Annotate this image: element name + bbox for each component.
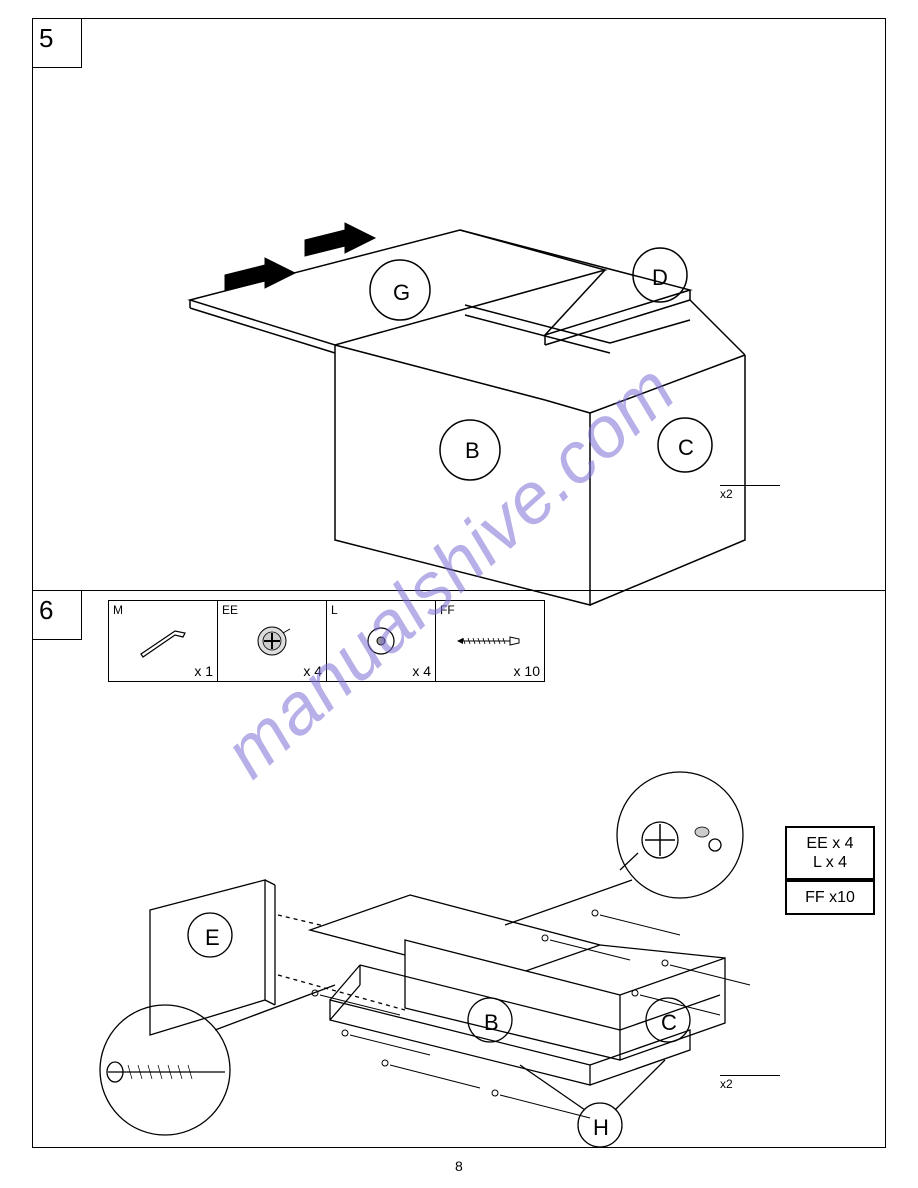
label-b: B bbox=[465, 438, 480, 464]
cam-housing-icon bbox=[351, 619, 411, 664]
step-5-number: 5 bbox=[39, 23, 53, 54]
step6-note: x2 bbox=[720, 1075, 780, 1091]
part-box-ff: FF x 10 bbox=[435, 600, 545, 682]
label-c6: C bbox=[661, 1010, 677, 1036]
part-label-m: M bbox=[113, 603, 123, 617]
part-box-m: M x 1 bbox=[108, 600, 218, 682]
part-qty-l: x 4 bbox=[412, 663, 431, 679]
part-label-l: L bbox=[331, 603, 338, 617]
step-6-number: 6 bbox=[39, 595, 53, 626]
side-box-bottom: FF x10 bbox=[785, 880, 875, 915]
step6-diagram bbox=[60, 740, 820, 1150]
screw-icon bbox=[460, 619, 520, 664]
side-box-top: EE x 4 L x 4 bbox=[785, 826, 875, 880]
part-box-ee: EE x 4 bbox=[217, 600, 327, 682]
label-c: C bbox=[678, 435, 694, 461]
step5-note: x2 bbox=[720, 485, 780, 501]
part-label-ff: FF bbox=[440, 603, 455, 617]
step-6-box: 6 bbox=[32, 590, 82, 640]
part-label-ee: EE bbox=[222, 603, 238, 617]
page-number: 8 bbox=[455, 1158, 463, 1174]
label-g: G bbox=[393, 280, 410, 306]
cam-lock-icon bbox=[242, 619, 302, 664]
label-e: E bbox=[205, 925, 220, 951]
allen-key-icon bbox=[133, 619, 193, 664]
part-qty-ee: x 4 bbox=[303, 663, 322, 679]
label-d: D bbox=[652, 265, 668, 291]
step-divider bbox=[32, 590, 886, 591]
label-b6: B bbox=[484, 1010, 499, 1036]
label-h: H bbox=[593, 1115, 609, 1141]
part-box-l: L x 4 bbox=[326, 600, 436, 682]
step5-diagram bbox=[130, 140, 790, 560]
step-5-box: 5 bbox=[32, 18, 82, 68]
parts-row: M x 1 EE x 4 L x 4 FF bbox=[108, 600, 545, 682]
part-qty-ff: x 10 bbox=[514, 663, 540, 679]
part-qty-m: x 1 bbox=[194, 663, 213, 679]
